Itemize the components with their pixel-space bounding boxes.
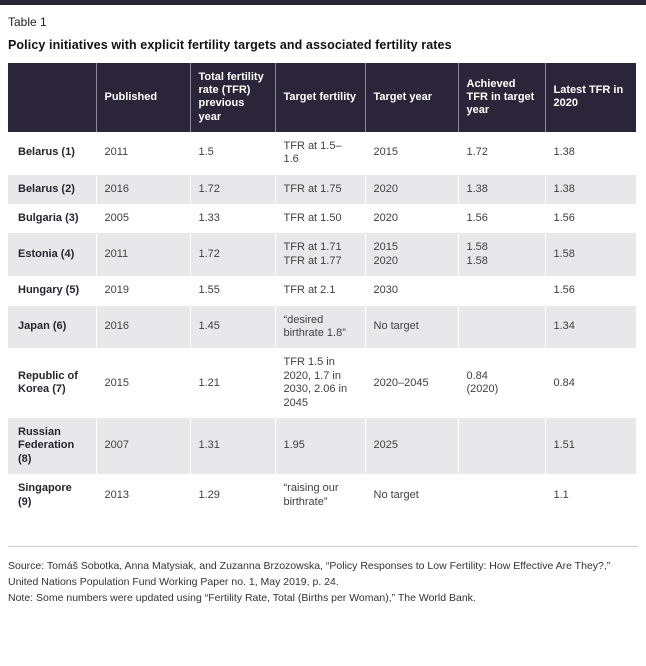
cell-latest-tfr: 1.51 [544, 418, 636, 475]
cell-tfr-previous: 1.72 [189, 174, 275, 204]
table-row: Hungary (5) 2019 1.55 TFR at 2.1 2030 1.… [8, 276, 636, 306]
cell-published: 2015 [95, 348, 190, 419]
cell-tfr-previous: 1.31 [189, 418, 275, 475]
col-header-published: Published [95, 63, 190, 132]
cell-published: 2005 [95, 203, 190, 234]
cell-country: Russian Federation (8) [18, 426, 75, 465]
table-row: Republic of Korea (7) 2015 1.21 TFR 1.5 … [8, 348, 636, 419]
cell-published: 2016 [95, 174, 190, 204]
cell-target-year: No target [364, 474, 458, 518]
cell-country: Belarus (2) [18, 182, 75, 195]
table-row: Bulgaria (3) 2005 1.33 TFR at 1.50 2020 … [8, 203, 636, 234]
cell-published: 2019 [95, 276, 190, 306]
table-row: Belarus (2) 2016 1.72 TFR at 1.75 2020 1… [8, 174, 636, 204]
col-header-achieved-tfr: Achieved TFR in target year [457, 63, 545, 132]
cell-latest-tfr: 1.34 [544, 305, 636, 349]
cell-achieved-tfr: 1.38 [457, 174, 545, 204]
page-title: Policy initiatives with explicit fertili… [8, 38, 452, 52]
cell-published: 2016 [95, 305, 190, 349]
col-header-target-fertility: Target fertility [274, 63, 365, 132]
cell-published: 2011 [95, 131, 190, 175]
table-row: Singapore (9) 2013 1.29 “raising our bir… [8, 474, 636, 518]
cell-tfr-previous: 1.45 [189, 305, 275, 349]
cell-latest-tfr: 0.84 [544, 348, 636, 419]
cell-achieved-tfr [457, 276, 545, 306]
col-header-latest-tfr: Latest TFR in 2020 [544, 63, 636, 132]
cell-target-fertility: 1.95 [274, 418, 365, 475]
header-row: Published Total fertility rate (TFR) pre… [8, 63, 636, 132]
col-header-target-year: Target year [364, 63, 458, 132]
cell-latest-tfr: 1.38 [544, 131, 636, 175]
cell-country: Japan (6) [18, 320, 67, 333]
cell-target-year: 2020 [364, 203, 458, 234]
cell-tfr-previous: 1.72 [189, 233, 275, 277]
cell-tfr-previous: 1.5 [189, 131, 275, 175]
cell-achieved-tfr: 1.56 [457, 203, 545, 234]
cell-published: 2007 [95, 418, 190, 475]
cell-latest-tfr: 1.38 [544, 174, 636, 204]
cell-tfr-previous: 1.55 [189, 276, 275, 306]
cell-target-fertility: TFR at 2.1 [274, 276, 365, 306]
cell-achieved-tfr [457, 305, 545, 349]
cell-target-year: 2015 [364, 131, 458, 175]
fertility-targets-table: Published Total fertility rate (TFR) pre… [8, 63, 636, 518]
col-header-country [8, 63, 96, 132]
cell-tfr-previous: 1.29 [189, 474, 275, 518]
cell-target-fertility: “raising our birthrate” [274, 474, 365, 518]
note-text: Note: Some numbers were updated using “F… [8, 591, 476, 604]
table-row: Russian Federation (8) 2007 1.31 1.95 20… [8, 418, 636, 475]
cell-country: Estonia (4) [18, 248, 75, 261]
cell-target-year: 2020 [364, 174, 458, 204]
page-content: Table 1 Policy initiatives with explicit… [0, 15, 646, 606]
cell-achieved-tfr: 1.72 [457, 131, 545, 175]
cell-country: Singapore (9) [18, 482, 72, 508]
cell-country: Belarus (1) [18, 146, 75, 159]
cell-latest-tfr: 1.58 [544, 233, 636, 277]
cell-country: Hungary (5) [18, 284, 80, 297]
cell-target-fertility: TFR 1.5 in 2020, 1.7 in 2030, 2.06 in 20… [274, 348, 365, 419]
cell-tfr-previous: 1.33 [189, 203, 275, 234]
table-row: Estonia (4) 2011 1.72 TFR at 1.71 TFR at… [8, 233, 636, 277]
cell-target-year: 2030 [364, 276, 458, 306]
cell-latest-tfr: 1.56 [544, 276, 636, 306]
footer-divider [8, 546, 638, 548]
col-header-tfr-previous: Total fertility rate (TFR) previous year [189, 63, 275, 132]
cell-achieved-tfr [457, 418, 545, 475]
cell-target-fertility: “desired birthrate 1.8” [274, 305, 365, 349]
cell-achieved-tfr [457, 474, 545, 518]
cell-target-fertility: TFR at 1.75 [274, 174, 365, 204]
cell-target-year: 2025 [364, 418, 458, 475]
top-accent-bar [0, 0, 646, 5]
cell-target-fertility: TFR at 1.50 [274, 203, 365, 234]
cell-target-fertility: TFR at 1.5–1.6 [274, 131, 365, 175]
cell-published: 2011 [95, 233, 190, 277]
cell-published: 2013 [95, 474, 190, 518]
table-row: Japan (6) 2016 1.45 “desired birthrate 1… [8, 305, 636, 349]
cell-achieved-tfr: 0.84 (2020) [457, 348, 545, 419]
cell-country: Republic of Korea (7) [18, 369, 78, 396]
cell-target-year: 2015 2020 [364, 233, 458, 277]
table-row: Belarus (1) 2011 1.5 TFR at 1.5–1.6 2015… [8, 131, 636, 175]
cell-country: Bulgaria (3) [18, 211, 79, 224]
cell-target-fertility: TFR at 1.71 TFR at 1.77 [274, 233, 365, 277]
cell-latest-tfr: 1.1 [544, 474, 636, 518]
cell-target-year: No target [364, 305, 458, 349]
table-label: Table 1 [8, 15, 47, 29]
cell-target-year: 2020–2045 [364, 348, 458, 419]
cell-tfr-previous: 1.21 [189, 348, 275, 419]
source-text: Source: Tomáš Sobotka, Anna Matysiak, an… [8, 560, 611, 588]
cell-latest-tfr: 1.56 [544, 203, 636, 234]
cell-achieved-tfr: 1.58 1.58 [457, 233, 545, 277]
